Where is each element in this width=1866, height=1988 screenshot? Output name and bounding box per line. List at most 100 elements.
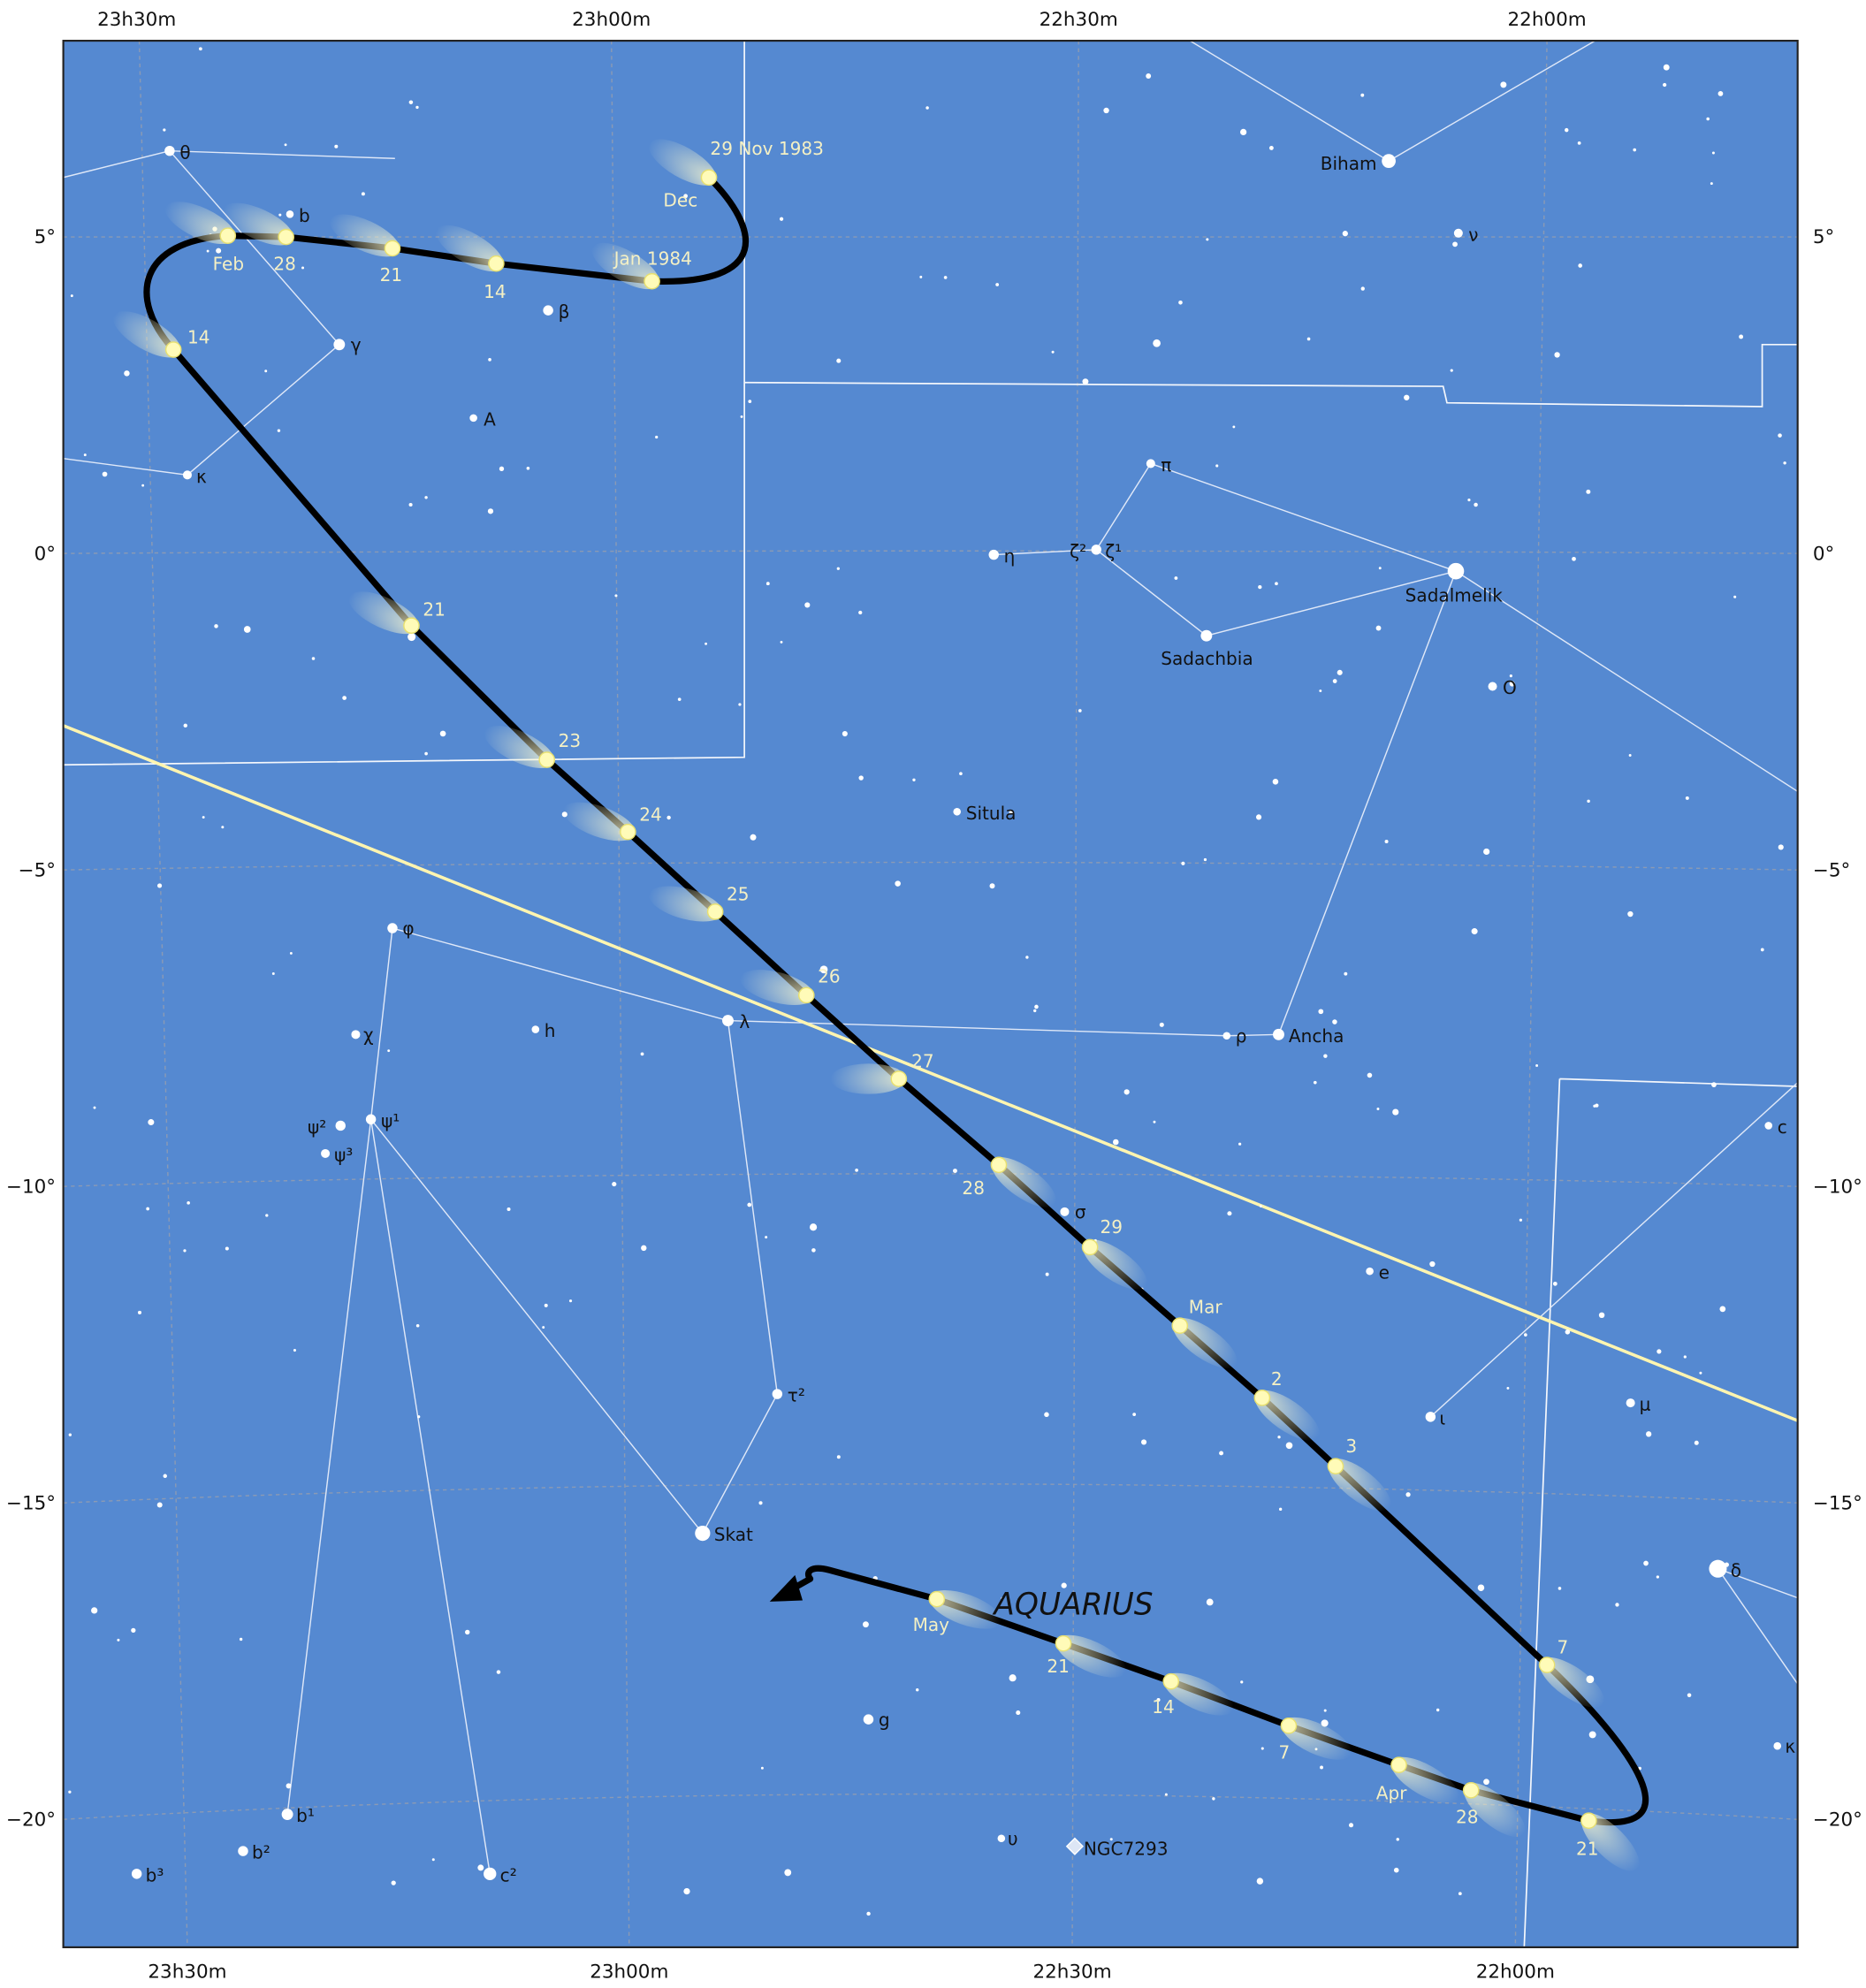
star <box>1711 151 1715 155</box>
star <box>1181 861 1185 865</box>
comet-head <box>1081 1238 1099 1256</box>
star <box>1519 1218 1523 1222</box>
star <box>1687 1693 1692 1698</box>
star <box>1471 928 1478 935</box>
named-star <box>321 1148 331 1158</box>
star <box>866 1911 871 1916</box>
star <box>91 1607 98 1614</box>
star-label: ψ² <box>308 1116 326 1138</box>
star <box>301 266 305 270</box>
star <box>137 1310 142 1314</box>
star <box>1215 464 1219 468</box>
named-star <box>1425 1412 1436 1422</box>
star <box>1337 669 1343 675</box>
star <box>1159 1022 1164 1027</box>
comet-date-label: 21 <box>1576 1838 1599 1859</box>
star-label: c² <box>500 1864 517 1885</box>
named-star <box>1222 1032 1231 1040</box>
star <box>361 192 365 196</box>
star <box>102 471 108 477</box>
star <box>465 1629 470 1635</box>
named-star <box>333 339 346 351</box>
named-star <box>722 1015 734 1027</box>
ra-label-bottom: 22h00m <box>1476 1961 1555 1983</box>
comet-date-label: 26 <box>818 966 841 987</box>
star <box>1509 681 1515 687</box>
star <box>1219 1451 1224 1456</box>
comet-head <box>488 255 505 272</box>
star <box>1323 1709 1327 1712</box>
comet-head <box>706 903 724 920</box>
comet-date-label: Jan 1984 <box>613 248 692 270</box>
star <box>1238 1142 1242 1146</box>
star <box>1378 567 1382 570</box>
comet-tail <box>1281 1717 1352 1760</box>
star <box>1717 91 1724 96</box>
star <box>342 696 347 700</box>
star <box>1706 117 1710 121</box>
star <box>289 951 293 955</box>
star <box>640 1052 644 1056</box>
arrow-head <box>769 1574 803 1602</box>
star <box>1258 584 1262 590</box>
star-label: τ² <box>788 1385 805 1406</box>
star-label: O <box>1503 677 1517 698</box>
comet-date-label: 28 <box>962 1177 985 1199</box>
dec-grid-line <box>63 1483 1798 1504</box>
star <box>1593 1104 1596 1108</box>
dec-label-left: 0° <box>34 543 56 565</box>
star <box>836 1455 841 1459</box>
star <box>916 1688 919 1692</box>
star <box>1272 778 1279 785</box>
star <box>784 1869 792 1877</box>
constellation-line <box>286 1119 491 1874</box>
star <box>198 47 202 51</box>
comet-date-label: 25 <box>727 884 750 905</box>
comet-tail <box>223 202 294 246</box>
named-star <box>484 1867 497 1881</box>
named-star <box>772 1389 783 1399</box>
star <box>271 972 275 975</box>
comet-head <box>1462 1782 1480 1799</box>
star <box>1685 796 1689 800</box>
star-label: λ <box>739 1011 750 1032</box>
named-star <box>238 1846 248 1856</box>
named-star <box>543 305 553 316</box>
star <box>1393 1867 1399 1873</box>
comet-head <box>644 272 660 290</box>
comet-tail <box>1055 1634 1126 1678</box>
star <box>1778 844 1784 850</box>
star <box>1509 674 1512 678</box>
star <box>1255 814 1262 820</box>
star-label: b <box>299 205 310 226</box>
star <box>1683 1355 1687 1359</box>
dec-label-left: −20° <box>6 1809 56 1831</box>
comet-head <box>1580 1812 1597 1830</box>
star-label: δ <box>1731 1559 1741 1580</box>
star <box>506 1207 511 1212</box>
named-star <box>281 1809 293 1820</box>
comet-date-label: 3 <box>1345 1436 1357 1457</box>
star <box>1061 1582 1067 1588</box>
star <box>666 815 671 820</box>
star <box>1025 956 1029 959</box>
star <box>809 1223 818 1231</box>
star <box>1360 93 1365 97</box>
star <box>1535 1064 1539 1067</box>
named-star <box>863 1714 874 1725</box>
named-star <box>997 1834 1006 1843</box>
named-star <box>953 807 962 816</box>
star <box>614 594 618 598</box>
star <box>1506 1386 1510 1390</box>
star <box>1174 576 1178 580</box>
star <box>1477 1584 1485 1591</box>
named-star <box>1382 154 1396 169</box>
star <box>216 248 222 254</box>
star-label: ν <box>1468 224 1478 245</box>
star <box>1384 840 1389 844</box>
comet-tail <box>484 726 555 768</box>
star <box>677 697 682 702</box>
named-star <box>182 470 192 480</box>
star <box>117 1638 120 1641</box>
comet-head <box>620 823 636 841</box>
